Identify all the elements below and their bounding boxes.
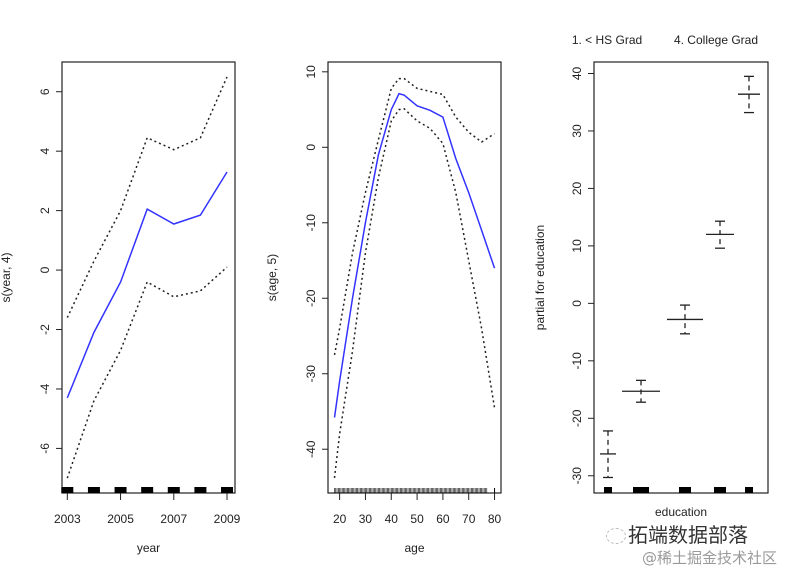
y-tick-label: 2 <box>38 207 52 214</box>
y-tick-label: -10 <box>304 214 318 232</box>
y-tick-label: -20 <box>570 409 584 427</box>
rug-mark <box>194 487 207 493</box>
y-axis-label: s(age, 5) <box>265 254 279 301</box>
plot-frame <box>61 61 236 494</box>
y-tick-label: -20 <box>304 289 318 307</box>
y-tick-label: -40 <box>304 440 318 458</box>
category-label: 1. < HS Grad <box>572 33 642 47</box>
y-tick-label: 0 <box>38 266 52 273</box>
y-tick-label: 4 <box>38 148 52 155</box>
rug-mark <box>633 487 649 493</box>
x-tick-label: 30 <box>359 512 373 526</box>
y-axis-label: s(year, 4) <box>0 252 13 302</box>
y-tick-label: -4 <box>38 383 52 394</box>
rug-mark <box>167 487 180 493</box>
y-tick-label: 10 <box>570 239 584 253</box>
y-tick-label: -6 <box>38 443 52 454</box>
watermark-line1: 拓端数据部落 <box>628 523 748 547</box>
y-tick-label: 40 <box>570 66 584 80</box>
rug-mark <box>61 487 74 493</box>
x-axis-label: age <box>404 541 424 555</box>
category-label: 4. College Grad <box>674 33 758 47</box>
x-tick-label: 2005 <box>107 512 134 526</box>
panel-year <box>56 61 236 500</box>
series-upper-line <box>333 77 495 356</box>
y-tick-label: 20 <box>570 181 584 195</box>
y-tick-label: 6 <box>38 88 52 95</box>
rug-mark <box>714 487 726 493</box>
x-tick-label: 80 <box>488 512 502 526</box>
series-upper-line <box>66 76 228 318</box>
x-tick-label: 50 <box>410 512 424 526</box>
rug-mark <box>114 487 127 493</box>
rug-mark <box>87 487 100 493</box>
rug-mark <box>679 487 691 493</box>
y-tick-label: -30 <box>570 467 584 485</box>
x-tick-label: 70 <box>462 512 476 526</box>
watermark-line2: @稀土掘金技术社区 <box>642 549 778 567</box>
wechat-icon <box>606 528 626 544</box>
x-tick-label: 60 <box>436 512 450 526</box>
series-fit-line <box>66 171 228 399</box>
panel-education <box>588 61 769 494</box>
x-tick-label: 2007 <box>160 512 187 526</box>
rug-mark <box>221 487 234 493</box>
y-tick-label: -30 <box>304 365 318 383</box>
y-tick-label: 0 <box>304 144 318 151</box>
rug-mark <box>141 487 154 493</box>
plot-frame <box>593 61 769 494</box>
series-lower-line <box>333 108 496 478</box>
rug-mark <box>745 487 753 493</box>
plot-frame <box>327 61 502 494</box>
series-lower-line <box>66 266 228 479</box>
x-tick-label: 2009 <box>214 512 241 526</box>
x-tick-label: 2003 <box>54 512 81 526</box>
rug-mark <box>604 487 612 493</box>
y-axis-label: partial for education <box>533 225 547 330</box>
series-fit-line <box>333 92 496 418</box>
x-tick-label: 20 <box>333 512 347 526</box>
y-tick-label: 10 <box>304 65 318 79</box>
y-tick-label: 0 <box>570 300 584 307</box>
panel-age <box>322 61 502 500</box>
y-tick-label: -10 <box>570 352 584 370</box>
x-axis-label: year <box>137 541 160 555</box>
y-tick-label: -2 <box>38 324 52 335</box>
x-axis-label: education <box>655 505 707 519</box>
y-tick-label: 30 <box>570 124 584 138</box>
x-tick-label: 40 <box>385 512 399 526</box>
